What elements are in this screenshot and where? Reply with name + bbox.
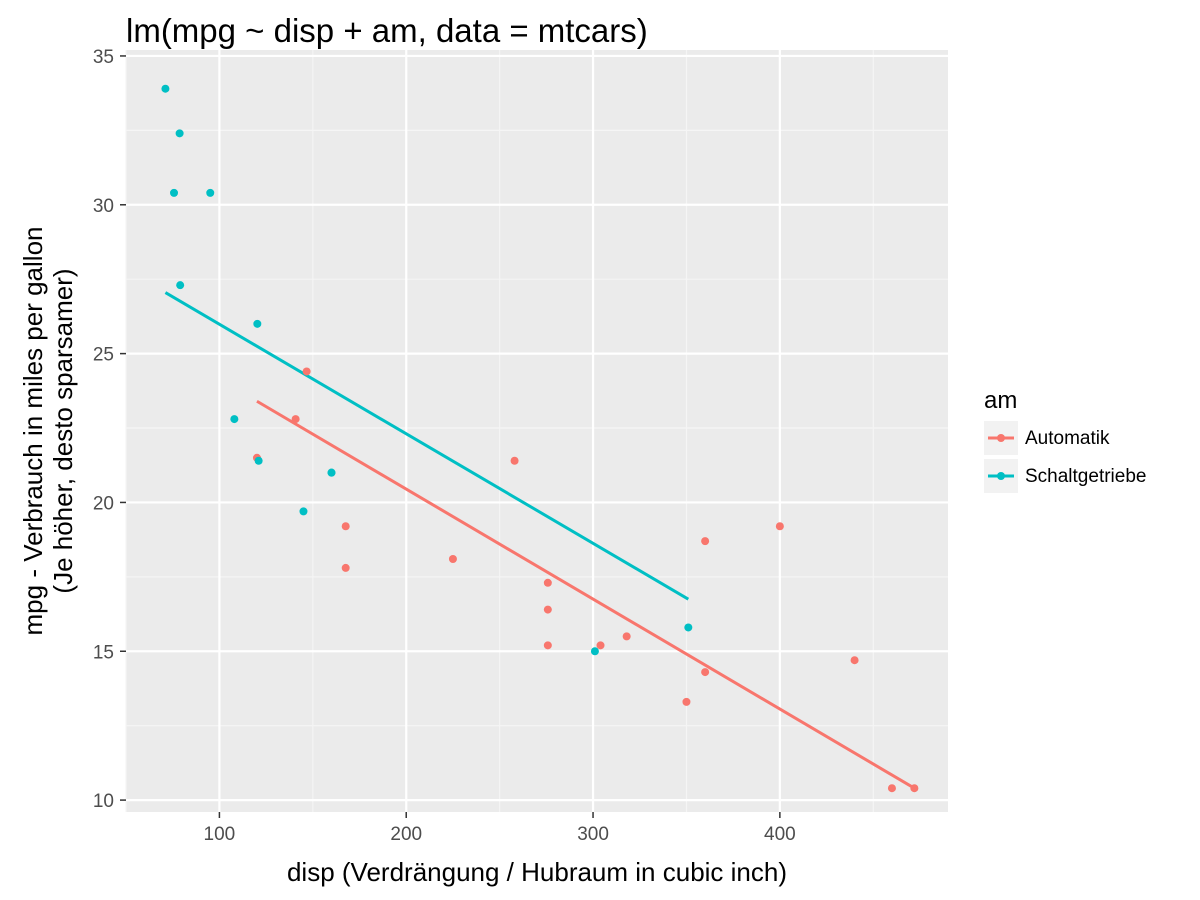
y-tick-label: 25	[93, 345, 114, 366]
y-axis-label-line-2: (Je höher, desto sparsamer)	[48, 268, 78, 593]
data-point-automatik	[543, 605, 552, 614]
data-point-schaltgetriebe	[299, 507, 308, 516]
data-point-schaltgetriebe	[170, 188, 179, 197]
y-tick-label: 20	[93, 493, 114, 514]
data-point-schaltgetriebe	[253, 319, 262, 328]
legend: am Automatik Schaltgetriebe	[984, 387, 1146, 493]
x-tick-label: 100	[204, 824, 236, 845]
data-point-automatik	[701, 668, 710, 677]
data-point-automatik	[701, 537, 710, 546]
data-point-automatik	[622, 632, 631, 641]
plot-panel	[126, 50, 948, 812]
chart-title: lm(mpg ~ disp + am, data = mtcars)	[126, 12, 648, 49]
data-point-automatik	[850, 656, 859, 665]
data-point-schaltgetriebe	[175, 129, 184, 138]
data-point-automatik	[341, 563, 350, 572]
legend-label-schaltgetriebe: Schaltgetriebe	[1025, 466, 1146, 487]
data-point-automatik	[910, 784, 919, 793]
fit-line-automatik	[256, 399, 916, 790]
data-point-automatik	[291, 415, 300, 424]
fit-line-schaltgetriebe	[164, 291, 690, 601]
data-point-automatik	[302, 367, 311, 376]
data-point-automatik	[341, 522, 350, 531]
data-point-automatik	[887, 784, 896, 793]
data-point-schaltgetriebe	[161, 84, 170, 93]
data-point-schaltgetriebe	[176, 281, 185, 290]
data-point-schaltgetriebe	[590, 647, 599, 656]
data-point-schaltgetriebe	[254, 456, 263, 465]
legend-key-point-schaltgetriebe	[997, 472, 1005, 480]
data-point-automatik	[510, 456, 519, 465]
data-point-automatik	[543, 641, 552, 650]
x-axis-label: disp (Verdrängung / Hubraum in cubic inc…	[287, 857, 787, 887]
x-tick-label: 200	[390, 824, 422, 845]
data-point-automatik	[775, 522, 784, 531]
data-point-automatik	[596, 641, 605, 650]
y-tick-label: 30	[93, 196, 114, 217]
y-axis-label: mpg - Verbrauch in miles per gallon (Je …	[18, 227, 78, 636]
major-gridlines	[126, 50, 948, 812]
data-point-schaltgetriebe	[327, 468, 336, 477]
legend-title: am	[984, 387, 1017, 414]
data-point-automatik	[682, 697, 691, 706]
legend-key-point-automatik	[997, 434, 1005, 442]
y-tick-label: 10	[93, 791, 114, 812]
x-tick-label: 300	[577, 824, 609, 845]
axis-ticks: 100 200 300 400 10 15 20 25 30 35	[93, 47, 796, 845]
legend-label-automatik: Automatik	[1025, 428, 1110, 449]
data-point-schaltgetriebe	[206, 188, 215, 197]
y-tick-label: 15	[93, 642, 114, 663]
data-point-automatik	[448, 554, 457, 563]
x-tick-label: 400	[764, 824, 796, 845]
y-axis-label-line-1: mpg - Verbrauch in miles per gallon	[18, 227, 48, 636]
minor-gridlines	[125, 50, 948, 812]
y-tick-label: 35	[93, 47, 114, 68]
data-point-schaltgetriebe	[684, 623, 693, 632]
data-point-automatik	[543, 578, 552, 587]
fit-lines	[164, 291, 916, 790]
data-points	[161, 84, 919, 793]
data-point-schaltgetriebe	[230, 415, 239, 424]
